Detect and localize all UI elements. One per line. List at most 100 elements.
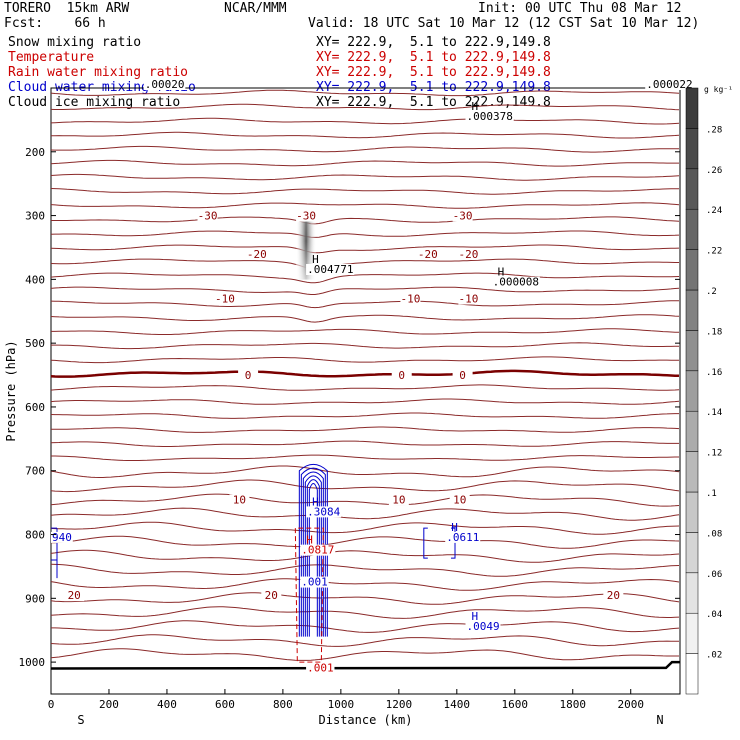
- y-tick-label: 700: [25, 465, 45, 478]
- field-xy-temperature: XY= 222.9, 5.1 to 222.9,149.8: [316, 50, 551, 65]
- y-axis-label: Pressure (hPa): [4, 340, 18, 441]
- isotherm-line: [50, 465, 680, 478]
- x-tick-label: 1000: [328, 698, 355, 711]
- isotherm-line: [50, 479, 680, 493]
- contour-label-bg: [197, 210, 218, 222]
- maximum-value: .001: [307, 662, 334, 675]
- maximum-label-bg: [465, 110, 514, 122]
- maximum-value: 940: [52, 531, 72, 544]
- isotherm-line: [50, 286, 680, 295]
- isotherm-line: [50, 188, 679, 195]
- isotherm-label: -30: [453, 210, 473, 223]
- isotherm-label: 0: [459, 369, 466, 382]
- contour-label-bg: [449, 494, 470, 506]
- isotherm-line: [50, 440, 679, 447]
- cloud-water-contour: [300, 467, 326, 637]
- isotherm-label: 10: [392, 493, 405, 506]
- isotherm-line: [51, 454, 679, 461]
- isotherm-line: [50, 230, 680, 238]
- x-tick-label: 2000: [617, 698, 644, 711]
- cloud-water-contour: [308, 482, 318, 637]
- y-tick-label: 400: [25, 273, 45, 286]
- colorbar-segment: [685, 451, 699, 493]
- isotherm-line: [50, 103, 680, 111]
- y-tick-label: 200: [25, 146, 45, 159]
- isotherm-line: [50, 300, 680, 309]
- maximum-value: .0611: [446, 531, 479, 544]
- isotherm-label: 0: [398, 369, 405, 382]
- isotherm-label: 20: [607, 589, 620, 602]
- forecast-hour: Fcst: 66 h: [4, 16, 106, 31]
- isotherm-line: [50, 272, 680, 284]
- maximum-label-bg: [491, 276, 540, 288]
- colorbar-segment: [685, 410, 699, 452]
- maximum-value: .000008: [493, 276, 539, 289]
- isotherm-label: 0: [245, 369, 252, 382]
- colorbar-tick-label: .04: [706, 610, 722, 620]
- contour-label-bg: [603, 590, 624, 602]
- maximum-marker: H: [312, 253, 319, 266]
- plot-border: [50, 87, 681, 695]
- isotherm-label: -20: [418, 248, 438, 261]
- colorbar-tick-label: .22: [706, 247, 722, 257]
- colorbar-segment: [685, 128, 699, 170]
- contour-label-bg: [214, 293, 235, 305]
- init-time: Init: 00 UTC Thu 08 Mar 12: [478, 1, 682, 16]
- contour-label-bg: [261, 590, 282, 602]
- colorbar-tick-label: .14: [706, 408, 722, 418]
- isotherm-line: [51, 131, 680, 139]
- colorbar-segment: [685, 370, 699, 412]
- colorbar-tick-label: .18: [706, 327, 722, 337]
- x-tick-label: 1400: [444, 698, 471, 711]
- field-name-rain: Rain water mixing ratio: [8, 65, 189, 80]
- colorbar-tick-label: .26: [706, 166, 722, 176]
- colorbar-tick-label: .06: [706, 570, 722, 580]
- x-tick-label: 1200: [386, 698, 413, 711]
- isotherm-line: [50, 606, 680, 619]
- contour-label-bg: [458, 293, 479, 305]
- colorbar-segment: [685, 653, 699, 695]
- contour-label-bg: [296, 210, 317, 222]
- maximum-label-bg: [445, 531, 481, 543]
- cloud-water-contour: [298, 463, 328, 637]
- maximum-label-bg: [51, 531, 73, 543]
- colorbar-segment: [685, 249, 699, 291]
- isotherm-label: -30: [296, 210, 316, 223]
- contour-labels: -30 -30 -30 -20 -20 -20 -10 -10 -10 0 0 0 10 10 10 20 20…: [51, 78, 694, 675]
- maximum-label-bg: [306, 506, 342, 518]
- isotherm-line: [50, 89, 680, 97]
- field-xy-rain: XY= 222.9, 5.1 to 222.9,149.8: [316, 65, 551, 80]
- maximum-marker: H: [451, 521, 458, 534]
- isotherm-line: [50, 314, 680, 323]
- isotherm-line: [50, 592, 680, 605]
- colorbar-segment: [685, 168, 699, 210]
- colorbar-tick-label: .28: [706, 125, 722, 135]
- isotherm-label: -10: [458, 293, 478, 306]
- isotherm-line: [50, 634, 680, 647]
- isotherm-label: 20: [265, 589, 278, 602]
- isotherm-line: [50, 244, 680, 254]
- colorbar-tick-label: .1: [706, 489, 717, 499]
- isotherm-label: -10: [215, 293, 235, 306]
- contour-label-bg: [246, 248, 267, 260]
- isotherm-line: [51, 342, 680, 350]
- isotherm-label: -20: [458, 248, 478, 261]
- maximum-value: .0049: [467, 620, 500, 633]
- x-tick-label: 0: [48, 698, 55, 711]
- isotherm-label: 10: [233, 493, 246, 506]
- south-end-label: S: [77, 713, 84, 727]
- colorbar-segment: [685, 572, 699, 614]
- isotherm-line: [50, 521, 680, 535]
- isotherm-line: [50, 563, 680, 577]
- isotherm-label: -20: [247, 248, 267, 261]
- maximum-marker: H: [498, 266, 505, 279]
- cloud-ice-shading-fade: [296, 215, 317, 280]
- isotherm-label: 10: [453, 493, 466, 506]
- isotherm-line: [51, 328, 680, 335]
- maximum-value: .3084: [307, 505, 340, 518]
- contour-label-bg: [400, 293, 421, 305]
- maximum-label-bg: [465, 621, 501, 633]
